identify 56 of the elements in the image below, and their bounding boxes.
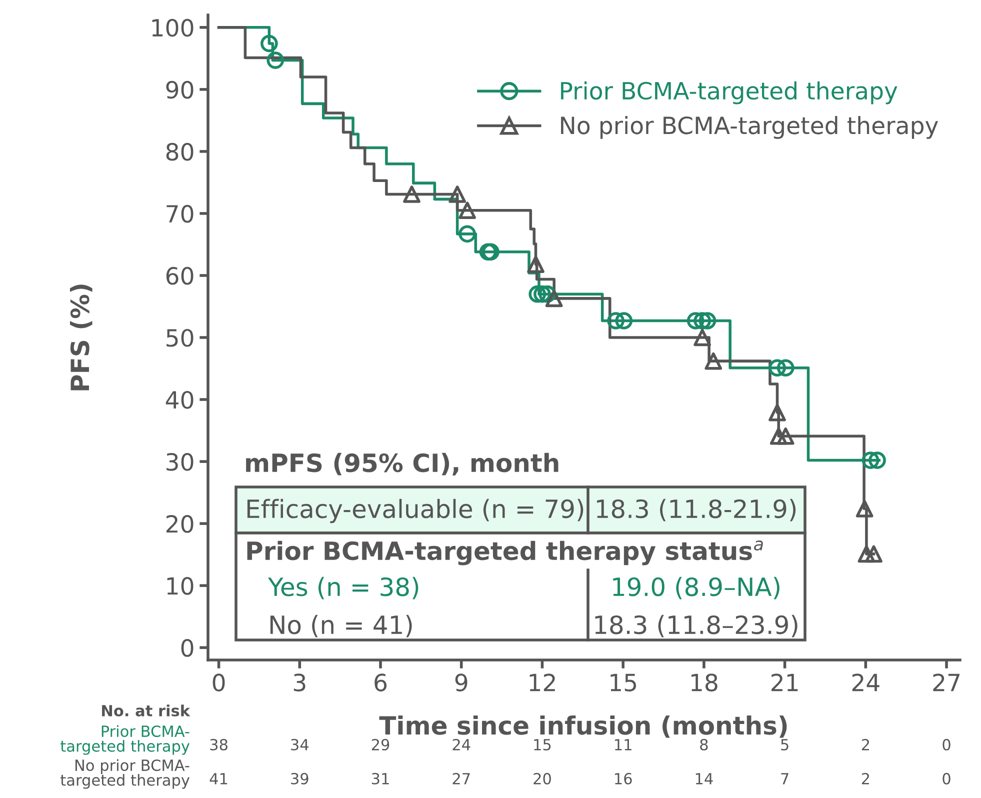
- annotation: Yes (n = 38): [268, 576, 418, 600]
- y-tick-label: 70: [166, 204, 194, 223]
- text: 38: [210, 738, 228, 750]
- text: 8: [700, 738, 708, 750]
- y-tick-label: 30: [166, 452, 194, 471]
- text: 39: [291, 772, 308, 784]
- text: 29: [372, 738, 390, 750]
- text: No. at risk: [102, 704, 190, 716]
- x-tick-label: 12: [530, 674, 555, 692]
- text: 15: [534, 739, 551, 750]
- x-tick-label: 21: [772, 674, 798, 692]
- annotation: 19.0 (8.9–NA): [613, 576, 780, 600]
- text: 7: [781, 773, 788, 784]
- x-tick-label: 18: [692, 674, 718, 692]
- text: 11: [615, 739, 632, 750]
- x-tick-label: 9: [455, 674, 468, 692]
- text: 34: [291, 738, 309, 750]
- legend-label: No prior BCMA-targeted therapy: [561, 116, 938, 139]
- legend-label: Prior BCMA-targeted therapy: [561, 81, 898, 104]
- text: 14: [696, 773, 713, 784]
- y-tick-label: 40: [166, 390, 194, 409]
- text: 2: [862, 772, 869, 784]
- x-tick-label: 0: [212, 674, 225, 692]
- x-tick-label: 3: [294, 674, 306, 692]
- y-tick-label: 20: [166, 515, 194, 533]
- x-tick-label: 15: [610, 674, 636, 692]
- text: 31: [372, 772, 389, 784]
- y-tick-label: 60: [166, 266, 194, 285]
- text: 5: [781, 739, 788, 750]
- x-tick-label: 27: [933, 674, 960, 692]
- text: 16: [615, 772, 632, 784]
- x-tick-label: 24: [852, 674, 880, 692]
- text: 27: [452, 772, 470, 784]
- y-axis-title: PFS (%): [70, 284, 92, 390]
- y-tick-label: 50: [166, 328, 194, 347]
- x-tick-label: 6: [374, 674, 387, 692]
- annotation: 18.3 (11.8–23.9): [595, 614, 798, 638]
- text: 0: [942, 772, 950, 784]
- text: Prior BCMA- targeted therapy: [60, 725, 190, 755]
- annotation: mPFS (95% CI), month: [246, 452, 558, 476]
- annotation: Prior BCMA-targeted therapy status$^{a}$: [247, 540, 763, 566]
- y-tick-label: 80: [166, 142, 194, 161]
- text: No prior BCMA- targeted therapy: [60, 759, 190, 789]
- text: 24: [452, 738, 470, 750]
- text: 20: [534, 772, 551, 784]
- text: 0: [942, 738, 950, 750]
- y-tick-label: 100: [152, 18, 194, 37]
- annotation: Efficacy-evaluable (n = 79): [247, 498, 584, 524]
- text: 2: [862, 738, 869, 750]
- annotation: 18.3 (11.8-21.9): [597, 498, 796, 522]
- y-tick-label: 0: [181, 639, 194, 657]
- y-tick-label: 10: [167, 577, 194, 595]
- y-tick-label: 90: [166, 80, 194, 99]
- x-axis-title: Time since infusion (months): [379, 715, 787, 738]
- annotation: No (n = 41): [270, 614, 412, 638]
- text: 41: [210, 773, 228, 784]
